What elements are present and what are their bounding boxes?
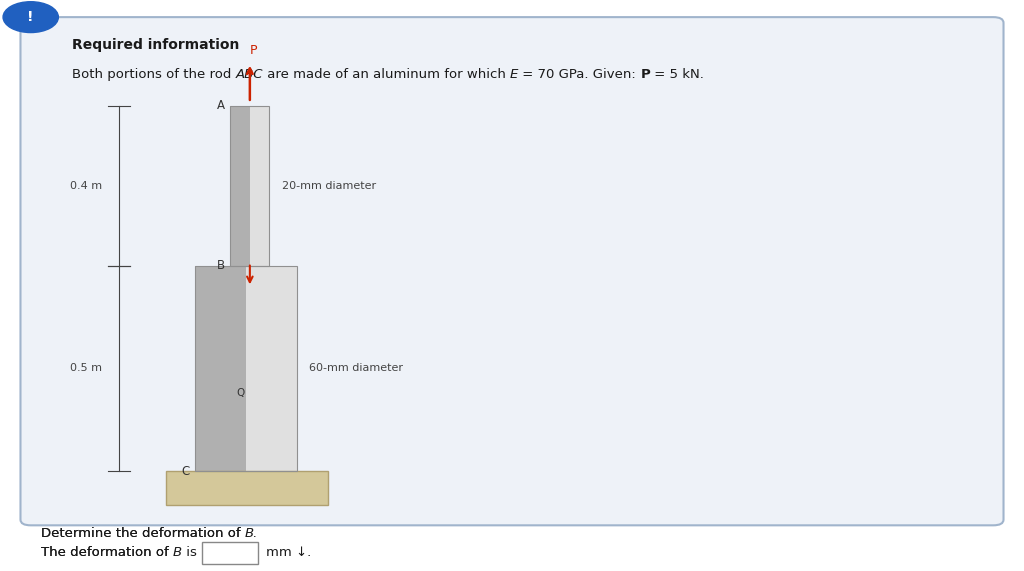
Bar [195,266,297,471]
Circle shape [3,2,58,33]
Bar [195,266,246,471]
Text: 0.5 m: 0.5 m [71,363,102,373]
Text: B: B [217,259,225,272]
Text: Both portions of the rod: Both portions of the rod [72,68,236,81]
Text: Determine the deformation of: Determine the deformation of [41,528,245,540]
Bar [166,471,328,505]
Text: The deformation of: The deformation of [41,546,173,559]
Bar [250,106,269,266]
Text: 60-mm diameter: 60-mm diameter [309,363,403,373]
Text: !: ! [28,10,34,23]
Text: 0.4 m: 0.4 m [71,180,102,191]
Bar [230,106,269,266]
Text: Determine the deformation of: Determine the deformation of [41,528,245,540]
Text: B: B [173,546,182,559]
Text: E: E [510,68,518,81]
Text: = 70 GPa. Given:: = 70 GPa. Given: [518,68,640,81]
Text: P: P [640,68,650,81]
Text: = 5 kN.: = 5 kN. [650,68,703,81]
Text: A: A [217,99,225,112]
Bar [230,106,250,266]
Text: Required information: Required information [72,38,239,51]
Bar [202,542,258,564]
Text: ABC: ABC [236,68,263,81]
Bar [246,266,297,471]
Text: The deformation of: The deformation of [41,546,173,559]
Text: C: C [181,465,189,477]
Text: are made of an aluminum for which: are made of an aluminum for which [263,68,510,81]
Text: 20-mm diameter: 20-mm diameter [282,180,376,191]
Text: B.: B. [245,528,258,540]
FancyBboxPatch shape [20,17,1004,525]
Text: P: P [250,44,258,57]
Text: mm ↓.: mm ↓. [265,546,311,559]
Text: is: is [182,546,197,559]
Text: Q: Q [237,388,245,398]
